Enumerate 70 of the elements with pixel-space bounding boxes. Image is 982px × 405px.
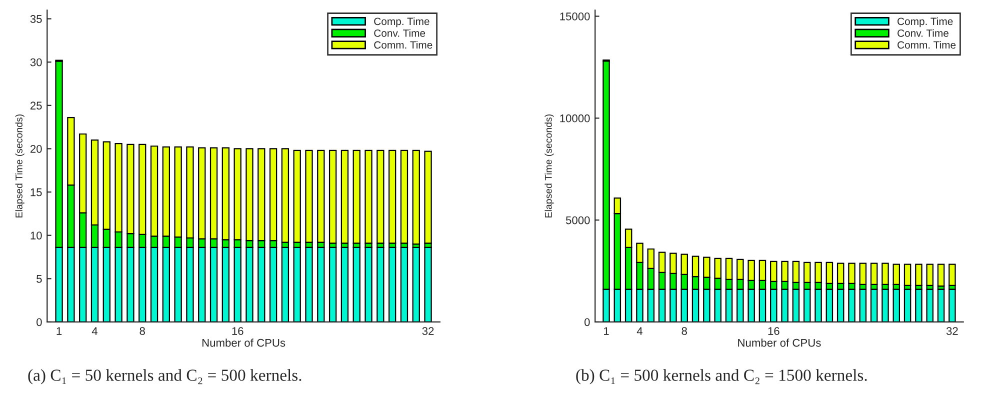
x-axis-title: Number of CPUs <box>738 338 821 347</box>
bar <box>340 246 349 322</box>
bar <box>424 246 432 322</box>
y-tick-label: 25 <box>30 102 42 110</box>
bar <box>948 264 956 286</box>
bar <box>376 246 384 322</box>
bar <box>904 288 912 322</box>
bar <box>412 246 420 322</box>
legend-label: Comm. Time <box>898 41 956 49</box>
y-axis-title: Elapsed Time (seconds) <box>544 114 554 218</box>
bar <box>412 150 420 245</box>
bar <box>870 288 878 322</box>
y-tick-label: 10000 <box>560 114 590 122</box>
x-axis-title: Number of CPUs <box>202 338 286 347</box>
bar <box>388 246 396 322</box>
legend-label: Comm. Time <box>374 41 432 49</box>
bar <box>340 150 349 244</box>
y-tick-label: 35 <box>30 15 42 23</box>
bar <box>424 150 432 244</box>
x-tick-label: 4 <box>92 327 98 335</box>
bar <box>293 246 301 322</box>
bar <box>859 288 867 322</box>
bar <box>400 150 408 244</box>
bar <box>317 246 325 322</box>
bar <box>926 288 934 322</box>
bar <box>915 288 922 322</box>
y-tick-label: 0 <box>584 318 590 326</box>
bar <box>364 150 372 244</box>
x-tick-label: 8 <box>682 327 687 335</box>
bar <box>328 150 337 244</box>
x-tick-label: 4 <box>636 327 642 335</box>
legend-label: Conv. Time <box>898 29 948 37</box>
x-tick-label: 1 <box>56 327 62 335</box>
text: (a) C₁ = 50 kernels and C₂ = 500 kernels. <box>28 369 302 384</box>
bar <box>937 264 945 287</box>
bar <box>352 150 360 244</box>
y-tick-label: 15000 <box>560 12 590 20</box>
y-tick-label: 30 <box>30 58 42 66</box>
x-tick-label: 32 <box>946 327 958 335</box>
bar <box>937 288 945 322</box>
bar <box>388 150 396 244</box>
bar <box>892 288 900 322</box>
legend-label: Comp. Time <box>898 17 953 28</box>
y-tick-label: 5 <box>36 275 42 283</box>
bar <box>328 246 337 322</box>
bar <box>400 246 408 322</box>
text: (b) C₁ = 500 kernels and C₂ = 1500 kernels. <box>576 369 867 384</box>
bar <box>281 246 290 322</box>
legend-label: Comp. Time <box>374 17 430 28</box>
x-tick-label: 16 <box>768 327 780 335</box>
bar <box>926 264 934 286</box>
y-tick-label: 15 <box>30 188 42 196</box>
bar <box>904 264 912 286</box>
y-tick-label: 20 <box>30 144 42 153</box>
bar <box>376 150 384 244</box>
y-tick-label: 10 <box>30 232 42 240</box>
bar <box>915 264 922 286</box>
legend-label: Conv. Time <box>374 29 426 37</box>
bar <box>948 288 956 322</box>
y-axis-title: Elapsed Time (seconds) <box>15 114 24 218</box>
y-tick-label: 0 <box>36 318 42 326</box>
y-tick-label: 5000 <box>566 216 590 224</box>
x-tick-label: 1 <box>604 327 609 335</box>
x-tick-label: 32 <box>422 327 434 335</box>
bar <box>352 246 360 322</box>
bar <box>364 246 372 322</box>
x-tick-label: 8 <box>140 327 145 335</box>
bar <box>305 246 313 322</box>
bar <box>882 288 889 322</box>
x-tick-label: 16 <box>232 327 244 335</box>
